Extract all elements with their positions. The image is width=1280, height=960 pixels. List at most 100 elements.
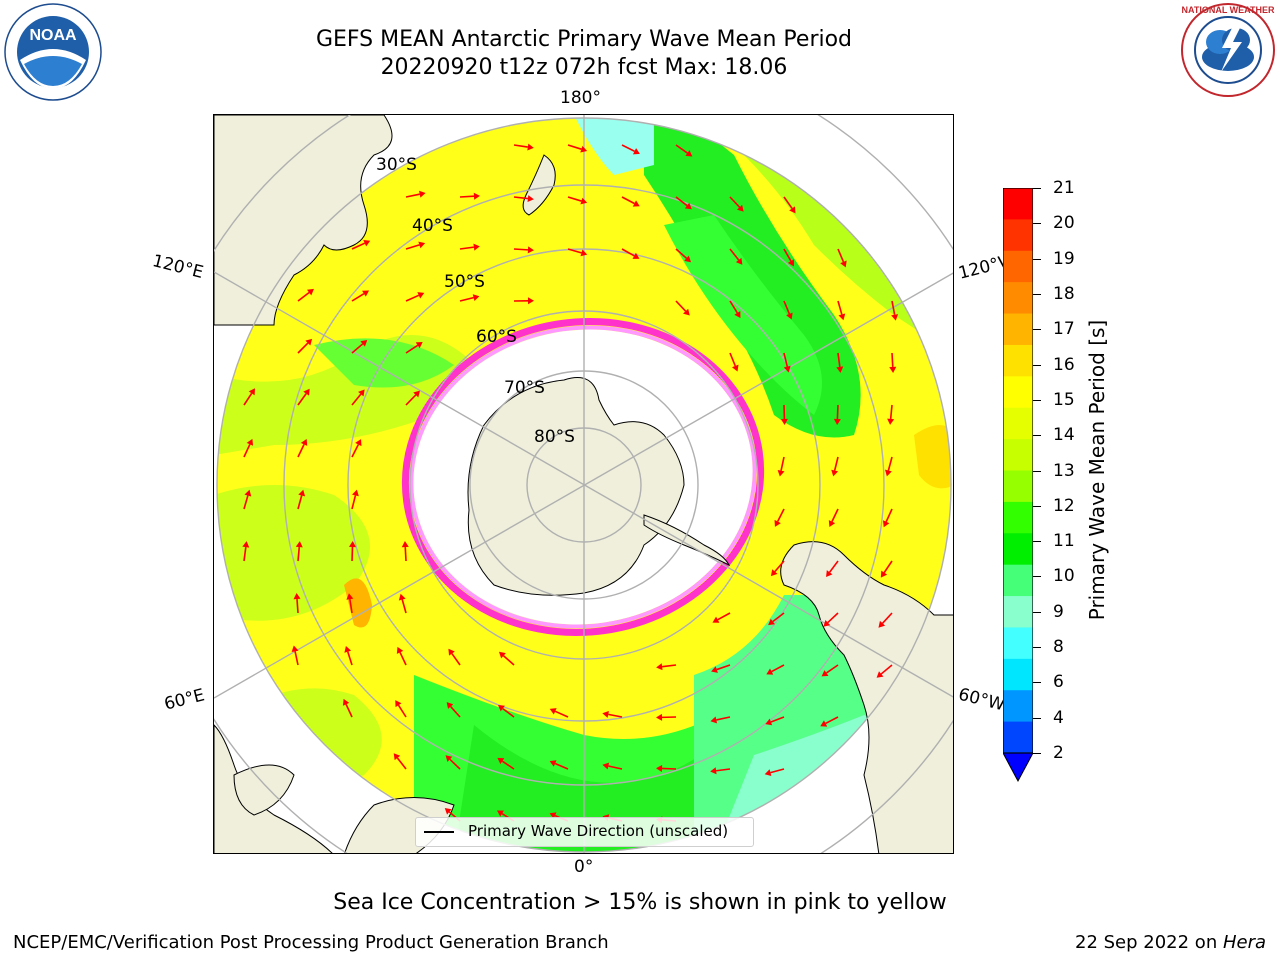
colorbar-block [1003, 721, 1033, 754]
wave-arrow-head [734, 311, 741, 319]
wave-arrow-head [783, 365, 791, 373]
wave-arrow-head [632, 200, 640, 207]
wave-arrow-shaft [621, 196, 635, 205]
wave-arrow-shaft [396, 757, 407, 770]
wave-arrow-head [242, 541, 250, 548]
wave-arrow-head [291, 645, 299, 653]
wave-arrow-head [656, 713, 663, 721]
wave-arrow-head [656, 764, 663, 772]
lon-label-120e: 120°E [150, 251, 206, 283]
wave-arrow-shaft [608, 713, 623, 718]
map-subtitle: 20220920 t12z 072h fcst Max: 18.06 [380, 55, 788, 80]
wave-arrow-shaft [661, 767, 677, 770]
wave-arrow-shaft [783, 300, 791, 315]
wave-arrow-head [684, 255, 692, 263]
colorbar-tick-mark [1033, 682, 1041, 684]
wave-arrow-head [295, 541, 303, 548]
wave-arrow-shaft [887, 456, 893, 471]
wave-arrow-shaft [567, 144, 582, 150]
wave-arrow-shaft [770, 768, 785, 774]
wave-arrow-head [780, 418, 788, 425]
colorbar-tick-mark [1033, 364, 1041, 366]
colorbar-tick-mark [1033, 470, 1041, 472]
wave-arrow-head [823, 620, 831, 627]
wave-arrow-shaft [297, 495, 303, 510]
colorbar-tick-mark [1033, 576, 1041, 578]
wave-arrow-head [602, 710, 609, 718]
wave-arrow-shaft [776, 508, 785, 522]
colorbar-block [1003, 658, 1033, 691]
wave-arrow-shaft [837, 300, 843, 315]
wave-arrow-head [527, 143, 534, 151]
wave-arrow-head [305, 338, 313, 346]
wave-arrow-head [768, 618, 775, 626]
colorbar-tick-mark [1033, 505, 1041, 507]
wave-arrow-head [244, 489, 252, 497]
wave-arrow-head [838, 313, 846, 321]
wave-arrow-shaft [831, 508, 839, 522]
colorbar-block [1003, 376, 1033, 409]
wave-arrow-head [527, 246, 534, 254]
wave-arrow-shaft [345, 703, 353, 718]
colorbar-tick-mark [1033, 541, 1041, 543]
wave-arrow-shaft [772, 612, 785, 623]
wave-arrow-shaft [243, 495, 249, 510]
wave-arrow-head [527, 297, 534, 305]
wave-arrow-head [885, 469, 892, 477]
wave-arrow-shaft [825, 716, 839, 725]
wave-arrow-shaft [296, 598, 299, 614]
colorbar-block [1003, 564, 1033, 597]
colorbar-tick-label: 8 [1053, 637, 1064, 658]
wave-arrow-head [580, 145, 588, 153]
wave-arrow-head [828, 520, 836, 528]
footer-date-text: 22 Sep 2022 on [1075, 932, 1223, 953]
colorbar-tick-mark [1033, 188, 1041, 189]
wave-arrow-head [889, 366, 897, 373]
map-canvas: 30°S 40°S 50°S 60°S 70°S 80°S [214, 115, 953, 853]
wave-arrow-shaft [675, 248, 688, 259]
wave-arrow-head [395, 700, 402, 708]
wave-arrow-head [765, 718, 773, 726]
wave-arrow-head [472, 294, 480, 302]
wave-arrow-head [549, 708, 557, 715]
wave-arrow-shaft [729, 300, 739, 314]
wave-arrow-shaft [449, 758, 461, 770]
nws-logo: NATIONAL WEATHER [1181, 3, 1275, 97]
wave-arrow-shaft [780, 456, 785, 471]
wave-arrow-shaft [783, 248, 792, 262]
wave-arrow-shaft [243, 443, 251, 458]
colorbar-tick-mark [1033, 647, 1041, 649]
wave-arrow-shaft [405, 394, 417, 406]
wave-arrow-shaft [351, 495, 357, 510]
wave-arrow-shaft [405, 344, 419, 354]
svg-text:NATIONAL WEATHER: NATIONAL WEATHER [1182, 5, 1275, 15]
wave-arrow-head [342, 698, 350, 706]
wave-arrow-shaft [774, 560, 785, 573]
wave-arrow-shaft [397, 704, 407, 718]
wave-arrow-head [684, 202, 692, 210]
colorbar-tick-mark [1033, 223, 1041, 225]
wave-arrow-shaft [405, 193, 420, 198]
wave-arrow-shaft [729, 248, 740, 261]
wave-arrow-head [246, 438, 254, 446]
colorbar-tick-label: 9 [1053, 601, 1064, 622]
colorbar-label: Primary Wave Mean Period [s] [1085, 319, 1109, 621]
wave-arrow-shaft [502, 707, 515, 718]
colorbar-tick-label: 18 [1053, 283, 1075, 304]
wave-arrow-shaft [459, 195, 475, 198]
wave-arrow-shaft [729, 196, 741, 208]
colorbar-tick-label: 13 [1053, 460, 1075, 481]
colorbar-tick-mark [1033, 435, 1041, 437]
wave-arrow-head [820, 720, 828, 727]
lat-label-30s: 30°S [376, 155, 417, 175]
wave-arrow-shaft [399, 651, 407, 666]
colorbar-tick-label: 6 [1053, 672, 1064, 693]
wave-arrow-head [711, 666, 718, 673]
wave-arrow-shaft [662, 664, 677, 668]
wave-arrow-head [836, 366, 844, 373]
colorbar-block [1003, 439, 1033, 471]
wave-arrow-head [683, 308, 690, 316]
wave-arrow-head [786, 312, 793, 320]
wave-arrow-head [777, 469, 785, 477]
colorbar-block [1003, 501, 1033, 534]
